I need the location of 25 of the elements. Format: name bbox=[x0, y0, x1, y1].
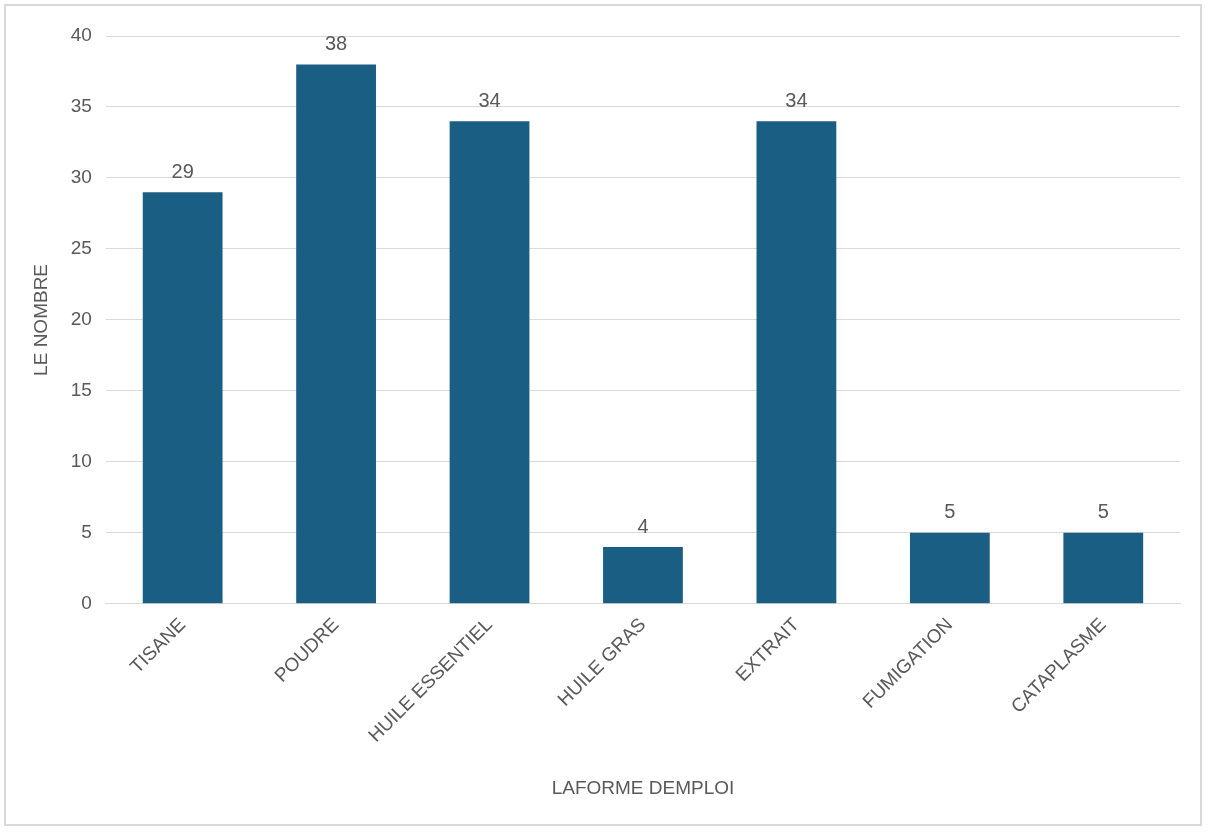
bar bbox=[909, 532, 990, 604]
data-label: 5 bbox=[944, 500, 956, 523]
y-tick-label: 0 bbox=[81, 592, 92, 614]
y-tick-label: 20 bbox=[70, 308, 92, 330]
y-tick-label: 15 bbox=[70, 379, 92, 401]
bar bbox=[142, 192, 223, 604]
x-axis-title: LAFORME DEMPLOI bbox=[551, 776, 735, 798]
y-tick-label: 10 bbox=[70, 450, 92, 472]
data-label: 34 bbox=[785, 88, 808, 111]
data-label: 29 bbox=[171, 159, 194, 182]
bar bbox=[449, 121, 530, 604]
y-tick-label: 5 bbox=[81, 521, 92, 543]
bar bbox=[1063, 532, 1144, 604]
data-label: 34 bbox=[478, 88, 501, 111]
y-tick-label: 25 bbox=[70, 237, 92, 259]
bar bbox=[603, 547, 683, 604]
y-tick-label: 30 bbox=[70, 166, 92, 188]
data-label: 38 bbox=[324, 31, 348, 54]
y-axis-title: LE NOMBRE bbox=[29, 263, 51, 376]
data-label: 4 bbox=[637, 514, 649, 537]
y-tick-label: 40 bbox=[70, 24, 92, 46]
bar bbox=[756, 121, 837, 604]
data-label: 5 bbox=[1097, 500, 1109, 523]
bar bbox=[296, 64, 376, 604]
y-tick-label: 35 bbox=[70, 95, 92, 117]
